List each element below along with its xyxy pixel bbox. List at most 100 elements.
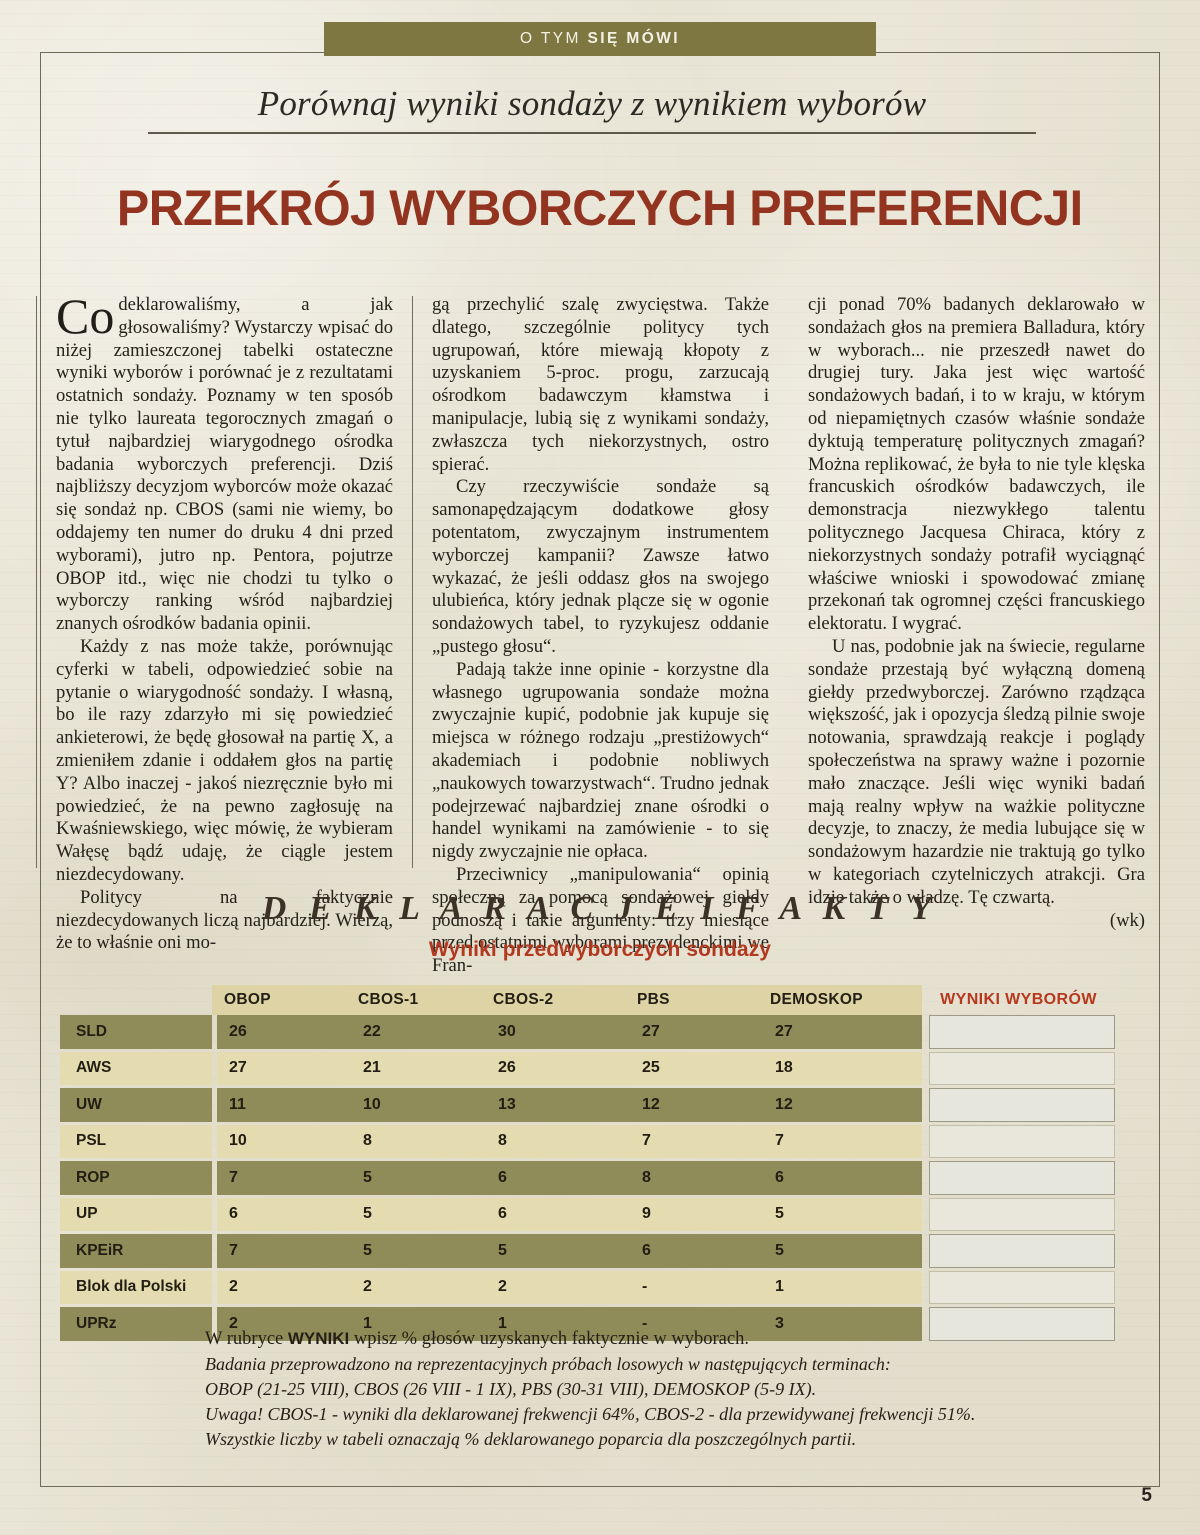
table-header-strip: OBOP CBOS-1 CBOS-2 PBS DEMOSKOP [212,985,922,1015]
cell-cbos1: 5 [363,1205,372,1223]
row-label: UW [60,1088,212,1122]
standfirst: Porównaj wyniki sondaży z wynikiem wybor… [148,84,1036,134]
cell-obop: 26 [229,1022,247,1040]
row-label: ROP [60,1161,212,1195]
cell-obop: 27 [229,1059,247,1077]
cell-demoskop: 5 [775,1205,784,1223]
cell-obop: 10 [229,1132,247,1150]
footnote-instruction: W rubryce WYNIKI wpisz % głosów uzyskany… [205,1326,1025,1352]
drop-cap: Co [56,288,115,344]
footnote-text-a: W rubryce [205,1329,288,1349]
table-row: UW 11 10 13 12 12 [60,1088,1115,1122]
paragraph-text: cji ponad 70% badanych deklarowało w son… [808,294,1145,635]
wyniki-input-box[interactable] [929,1088,1115,1122]
headline-text: PRZEKRÓJ WYBORCZYCH PREFERENCJI [117,180,1083,236]
column-header-wyniki-wyborow: WYNIKI WYBORÓW [940,991,1097,1008]
standfirst-text: Porównaj wyniki sondaży z wynikiem wybor… [257,84,927,123]
cell-demoskop: 27 [775,1022,793,1040]
cell-demoskop: 1 [775,1278,784,1296]
cell-demoskop: 5 [775,1241,784,1259]
paragraph: U nas, podobnie jak na świecie, regularn… [808,636,1145,910]
cell-cbos2: 2 [498,1278,507,1296]
cell-pbs: 27 [642,1022,660,1040]
cell-cbos2: 26 [498,1059,516,1077]
row-values: 10 8 8 7 7 [217,1124,922,1158]
column-header-obop: OBOP [224,991,271,1008]
section-kicker-bar: O TYM SIĘ MÓWI [324,22,876,56]
cell-pbs: 12 [642,1095,660,1113]
paragraph: Czy rzeczywiście sondaże są samonapędzaj… [432,476,769,658]
paragraph: gą przechylić szalę zwycięstwa. Także dl… [432,294,769,476]
cell-obop: 11 [229,1095,246,1113]
row-values: 11 10 13 12 12 [217,1088,922,1122]
wyniki-input-box[interactable] [929,1015,1115,1049]
standfirst-rule [148,132,1036,134]
page-title: PRZEKRÓJ WYBORCZYCH PREFERENCJI [60,179,1140,237]
cell-cbos1: 5 [363,1241,372,1259]
paragraph-text: Czy rzeczywiście sondaże są samonapędzaj… [432,476,769,657]
footnote-keyword: WYNIKI [287,1329,350,1348]
paragraph: cji ponad 70% badanych deklarowało w son… [808,294,1145,636]
cell-cbos2: 6 [498,1168,507,1186]
cell-pbs: 6 [642,1241,651,1259]
cell-demoskop: 18 [775,1059,793,1077]
table-section-heading: D E K L A R A C J E I F A K T Y Wyniki p… [60,890,1140,962]
cell-cbos2: 13 [498,1095,516,1113]
paragraph-text: Każdy z nas może także, porównując cyfer… [56,635,393,885]
cell-cbos2: 5 [498,1241,507,1259]
wyniki-input-box[interactable] [929,1161,1115,1195]
row-values: 26 22 30 27 27 [217,1015,922,1049]
page-number: 5 [1141,1485,1152,1506]
table-row: UP 6 5 6 9 5 [60,1197,1115,1231]
article-column-3: cji ponad 70% badanych deklarowało w son… [808,294,1145,931]
table-row: AWS 27 21 26 25 18 [60,1051,1115,1085]
wyniki-input-box[interactable] [929,1051,1115,1085]
kicker-text-bold: SIĘ MÓWI [587,30,680,47]
wyniki-input-box[interactable] [929,1197,1115,1231]
table-row: ROP 7 5 6 8 6 [60,1161,1115,1195]
table-row: KPEiR 7 5 5 6 5 [60,1234,1115,1268]
cell-obop: 7 [229,1168,238,1186]
cell-demoskop: 7 [775,1132,784,1150]
row-label: AWS [60,1051,212,1085]
wyniki-input-box[interactable] [929,1270,1115,1304]
footnote-text-c: wpisz % głosów uzyskanych faktycznie w w… [349,1329,749,1349]
row-values: 2 2 2 - 1 [217,1270,922,1304]
cell-cbos1: 2 [363,1278,372,1296]
cell-obop: 7 [229,1241,238,1259]
table-section-title: D E K L A R A C J E I F A K T Y [261,890,939,927]
column-header-pbs: PBS [637,991,670,1008]
cell-obop: 6 [229,1205,238,1223]
row-label: KPEiR [60,1234,212,1268]
article-column-2: gą przechylić szalę zwycięstwa. Także dl… [412,294,769,976]
cell-pbs: - [642,1278,648,1296]
row-label: SLD [60,1015,212,1049]
paragraph-text: gą przechylić szalę zwycięstwa. Także dl… [432,294,769,475]
paragraph: Padają także inne opinie - korzystne dla… [432,659,769,864]
table-row: PSL 10 8 8 7 7 [60,1124,1115,1158]
wyniki-input-box[interactable] [929,1124,1115,1158]
paragraph: Każdy z nas może także, porównując cyfer… [56,636,393,887]
cell-pbs: 9 [642,1205,651,1223]
paragraph-text: U nas, podobnie jak na świecie, regularn… [808,635,1145,908]
column-header-cbos1: CBOS-1 [358,991,419,1008]
wyniki-input-box[interactable] [929,1234,1115,1268]
paragraph-text: deklarowaliśmy, a jak głosowaliśmy? Wyst… [56,294,393,635]
paragraph-text: Padają także inne opinie - korzystne dla… [432,658,769,863]
footnote-methodology: Badania przeprowadzono na reprezentacyjn… [205,1354,891,1374]
row-values: 7 5 5 6 5 [217,1234,922,1268]
article-body: Co deklarowaliśmy, a jak głosowaliśmy? Wy… [36,288,1146,976]
footnote-dates: OBOP (21-25 VIII), CBOS (26 VIII - 1 IX)… [205,1379,817,1399]
cell-cbos1: 10 [363,1095,381,1113]
kicker-text-prefix: O TYM [520,30,588,47]
cell-demoskop: 6 [775,1168,784,1186]
table-header-row: OBOP CBOS-1 CBOS-2 PBS DEMOSKOP WYNIKI W… [60,985,1115,1015]
row-values: 27 21 26 25 18 [217,1051,922,1085]
row-label: UPRz [60,1307,212,1341]
cell-cbos1: 22 [363,1022,381,1040]
row-label: UP [60,1197,212,1231]
poll-results-table: OBOP CBOS-1 CBOS-2 PBS DEMOSKOP WYNIKI W… [60,985,1115,1344]
footnote-unit: Wszystkie liczby w tabeli oznaczają % de… [205,1429,857,1449]
cell-cbos2: 30 [498,1022,516,1040]
table-section-subtitle: Wyniki przedwyborczych sondaży [428,938,772,961]
